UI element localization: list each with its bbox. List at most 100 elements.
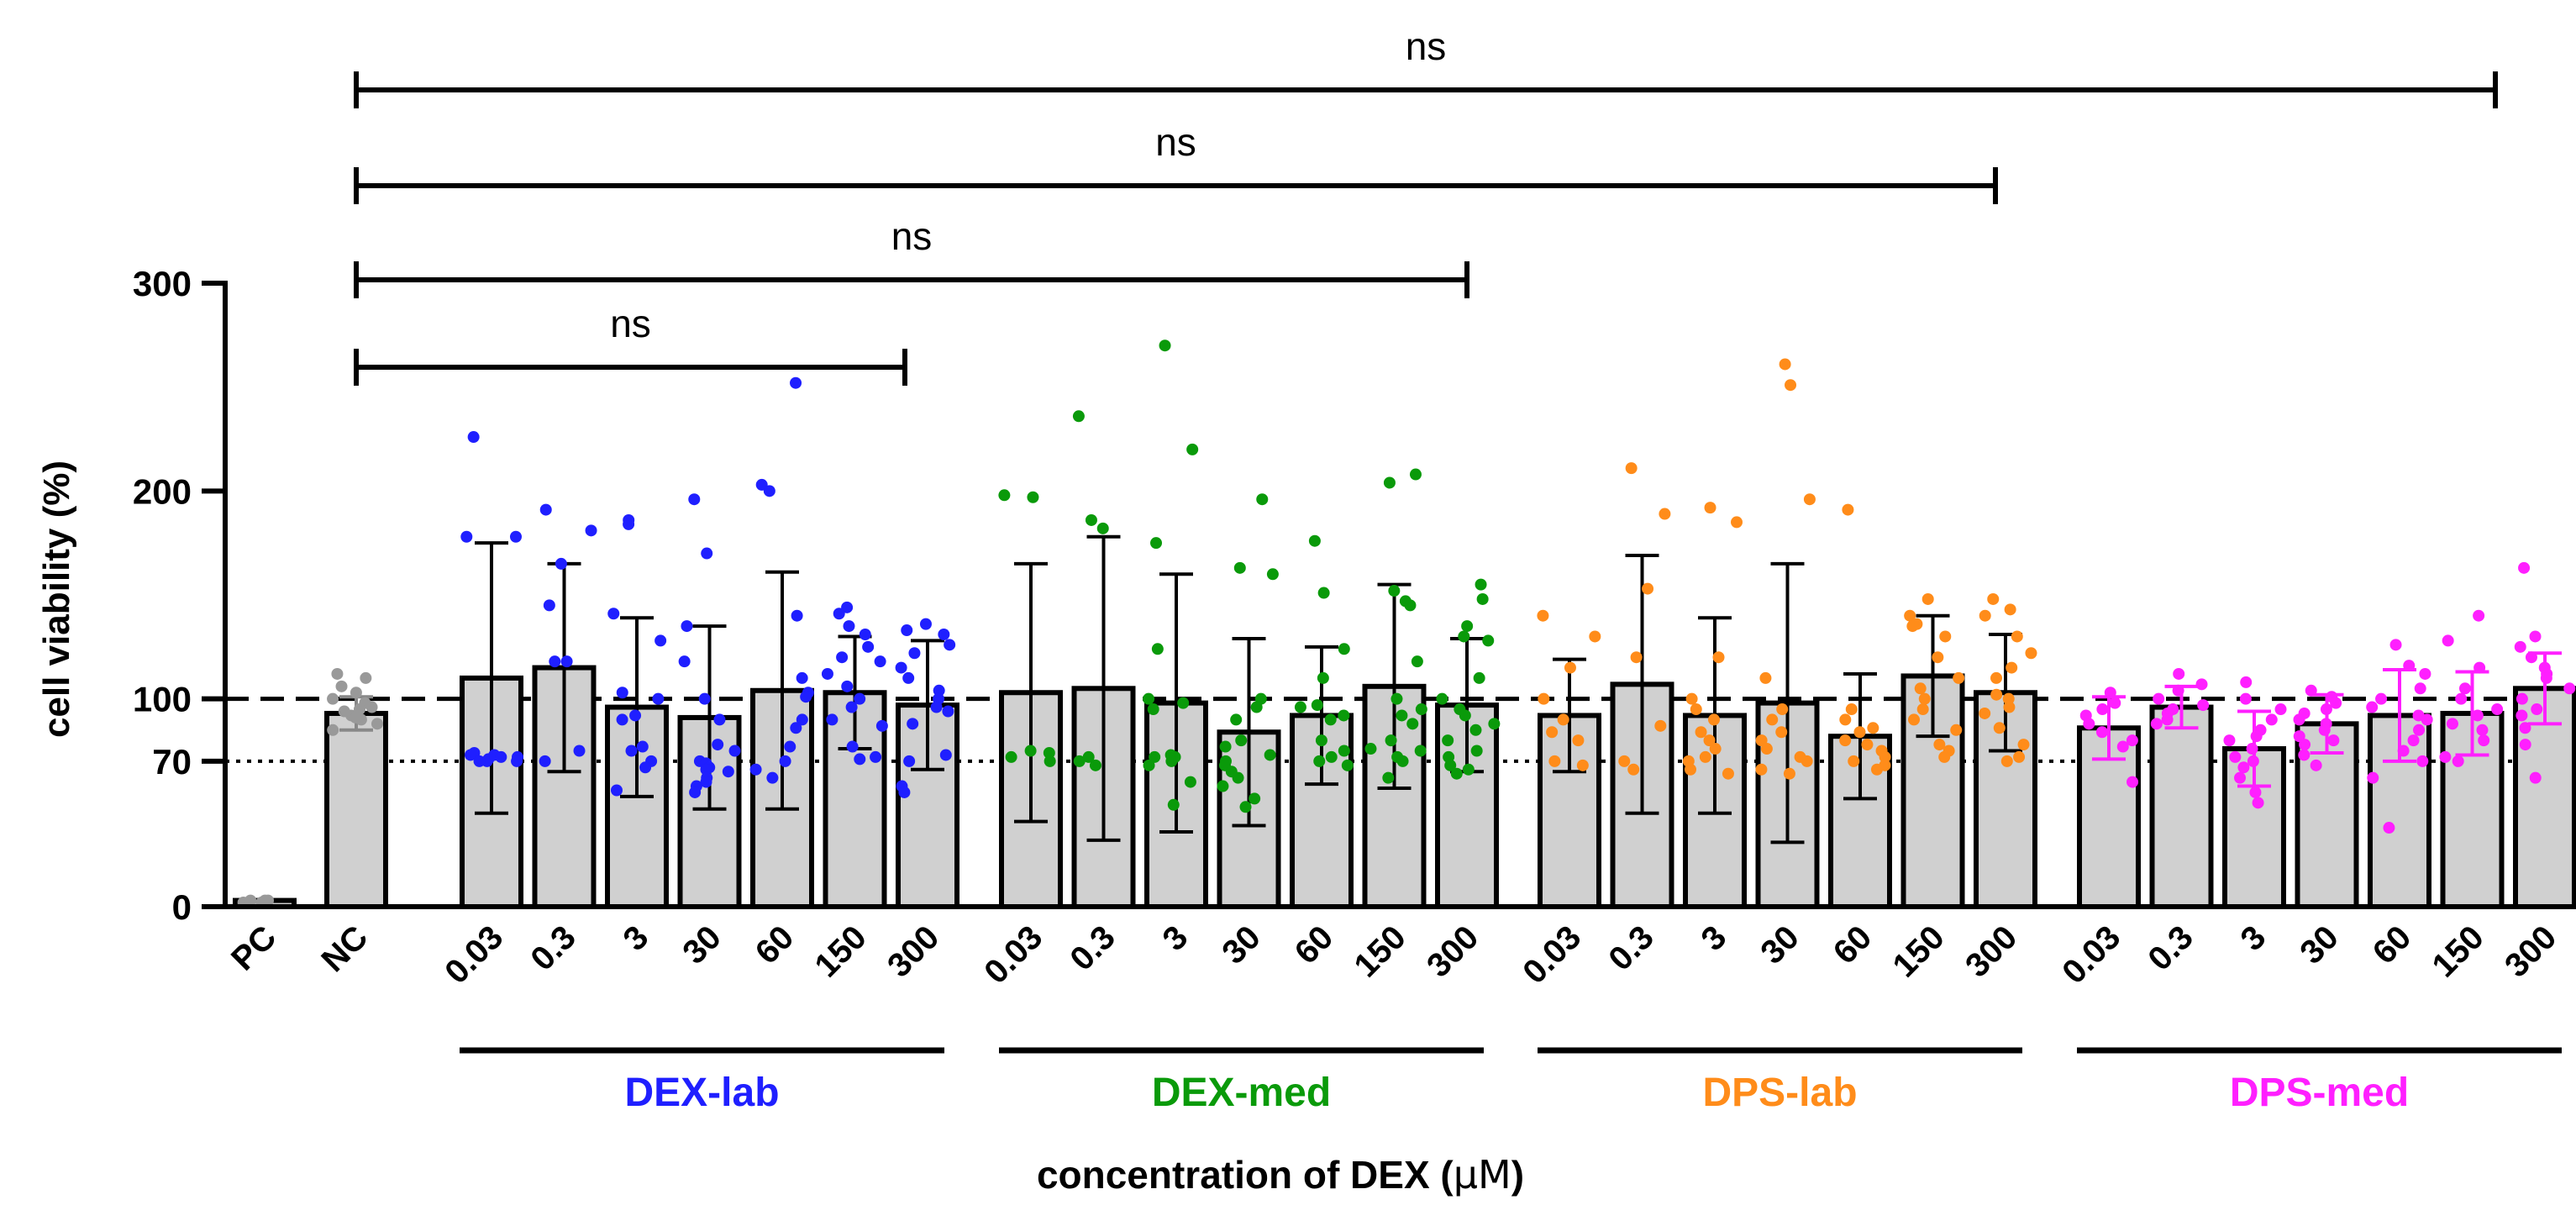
point-dex-lab-300-12 bbox=[939, 749, 952, 761]
point-dex-med-300-5 bbox=[1473, 671, 1485, 684]
point-dps-med-300-1 bbox=[2529, 630, 2542, 643]
bars-layer bbox=[233, 665, 2576, 910]
point-dex-med-30-15 bbox=[1239, 801, 1252, 813]
point-dps-med-0_3-4 bbox=[2197, 699, 2210, 712]
point-dps-med-0_03-7 bbox=[2116, 740, 2129, 753]
x-tick-label-dps-lab-150: 150 bbox=[1886, 918, 1952, 984]
point-dex-med-150-6 bbox=[1391, 692, 1403, 705]
point-dex-med-150-0 bbox=[1409, 468, 1422, 481]
x-tick-label-nc: NC bbox=[314, 918, 375, 979]
point-dex-lab-60-6 bbox=[800, 691, 812, 703]
point-dps-med-0_3-0 bbox=[2173, 667, 2185, 680]
point-dex-lab-30-0 bbox=[688, 493, 701, 506]
point-dex-med-60-10 bbox=[1325, 750, 1338, 763]
point-dex-lab-3-5 bbox=[652, 692, 665, 705]
point-dps-med-3-10 bbox=[2237, 761, 2250, 774]
point-dps-med-3-9 bbox=[2247, 755, 2259, 767]
point-dex-lab-0_3-5 bbox=[549, 655, 561, 668]
point-dex-med-3-13 bbox=[1167, 798, 1180, 811]
point-dps-lab-60-9 bbox=[1848, 755, 1860, 767]
x-tick-label-dps-med-60: 60 bbox=[2366, 918, 2419, 971]
point-dex-lab-60-2 bbox=[763, 485, 775, 497]
group-label-dps-lab: DPS-lab bbox=[1702, 1071, 1857, 1115]
point-dex-lab-3-7 bbox=[616, 713, 628, 726]
point-dex-lab-150-13 bbox=[846, 740, 859, 753]
bracket-label-1: ns bbox=[891, 214, 933, 258]
point-dps-lab-30-1 bbox=[1785, 379, 1797, 392]
point-dex-lab-30-7 bbox=[728, 745, 741, 757]
point-dex-med-300-4 bbox=[1482, 634, 1495, 647]
x-tick-label-dps-lab-0_03: 0.03 bbox=[1516, 918, 1588, 991]
point-dps-med-150-10 bbox=[2439, 750, 2452, 763]
point-dps-med-300-11 bbox=[2519, 722, 2531, 734]
point-dps-lab-30-10 bbox=[1801, 755, 1813, 767]
error-bars-layer bbox=[339, 534, 2562, 845]
x-axis-title-unit: μM bbox=[1454, 1152, 1511, 1197]
points-layer bbox=[237, 339, 2576, 909]
point-dex-med-3-5 bbox=[1177, 697, 1190, 709]
point-dex-lab-60-11 bbox=[749, 763, 762, 776]
point-dps-lab-30-2 bbox=[1803, 493, 1816, 506]
point-dex-med-300-0 bbox=[1475, 578, 1487, 591]
point-dps-med-300-9 bbox=[2531, 703, 2543, 716]
point-dex-med-30-1 bbox=[1233, 561, 1246, 574]
point-dex-lab-150-1 bbox=[833, 608, 845, 620]
point-dex-lab-3-4 bbox=[616, 687, 628, 699]
point-dex-lab-0_3-3 bbox=[543, 599, 555, 612]
point-dps-med-0_03-6 bbox=[2126, 734, 2138, 747]
point-dps-med-60-0 bbox=[2389, 639, 2402, 651]
point-dex-med-60-4 bbox=[1311, 699, 1323, 712]
point-dps-med-3-1 bbox=[2239, 692, 2252, 705]
point-dps-lab-300-7 bbox=[1990, 688, 2003, 701]
point-dps-med-300-6 bbox=[2540, 671, 2552, 684]
x-tick-label-dex-lab-3: 3 bbox=[617, 918, 656, 958]
point-dps-lab-150-1 bbox=[1904, 609, 1916, 622]
point-dps-lab-150-6 bbox=[1953, 671, 1965, 684]
point-nc-9 bbox=[335, 680, 348, 692]
point-dex-lab-0_03-10 bbox=[495, 750, 507, 763]
group-label-dps-med: DPS-med bbox=[2230, 1071, 2409, 1115]
x-tick-label-dex-med-30: 30 bbox=[1215, 918, 1268, 971]
bar-dps-med-0_3 bbox=[2149, 704, 2214, 909]
point-dex-med-150-8 bbox=[1396, 709, 1408, 722]
point-dps-lab-0_03-3 bbox=[1538, 692, 1550, 705]
point-dps-med-300-3 bbox=[2525, 651, 2537, 664]
point-dex-lab-3-9 bbox=[625, 745, 638, 757]
point-dex-med-0_03-1 bbox=[1027, 491, 1039, 503]
point-nc-7 bbox=[327, 692, 339, 705]
point-dex-med-30-4 bbox=[1250, 701, 1263, 713]
point-dex-lab-0_3-6 bbox=[539, 755, 551, 767]
point-dex-med-30-0 bbox=[1256, 493, 1269, 506]
point-dex-med-3-2 bbox=[1150, 537, 1163, 550]
point-dex-lab-30-2 bbox=[681, 620, 693, 633]
point-dex-lab-60-0 bbox=[790, 376, 802, 389]
x-tick-label-pc: PC bbox=[224, 918, 283, 977]
point-dps-med-3-12 bbox=[2249, 786, 2262, 798]
point-dex-med-0_03-5 bbox=[1024, 745, 1037, 757]
x-tick-label-dps-med-150: 150 bbox=[2426, 918, 2491, 984]
point-dps-med-60-12 bbox=[2367, 771, 2379, 784]
point-dex-med-300-11 bbox=[1442, 734, 1454, 747]
point-dps-lab-3-12 bbox=[1722, 767, 1734, 780]
point-dex-med-30-8 bbox=[1264, 749, 1276, 761]
point-dps-lab-150-10 bbox=[1908, 713, 1921, 726]
point-dps-lab-60-2 bbox=[1839, 713, 1852, 726]
point-dex-lab-300-6 bbox=[902, 671, 915, 684]
point-dps-lab-30-0 bbox=[1779, 358, 1791, 371]
point-dps-lab-3-2 bbox=[1712, 651, 1725, 664]
point-dps-med-150-9 bbox=[2478, 734, 2490, 747]
point-dps-med-150-3 bbox=[2458, 682, 2471, 695]
point-dex-lab-0_03-1 bbox=[460, 530, 473, 543]
point-dps-med-3-7 bbox=[2246, 743, 2258, 755]
point-dps-lab-60-4 bbox=[1853, 726, 1866, 739]
x-tick-label-dps-med-300: 300 bbox=[2498, 918, 2563, 984]
point-dps-med-60-8 bbox=[2412, 723, 2425, 736]
point-dps-lab-30-4 bbox=[1776, 703, 1789, 716]
point-dex-lab-60-9 bbox=[784, 740, 796, 753]
point-dex-med-150-10 bbox=[1385, 734, 1397, 747]
point-nc-8 bbox=[350, 687, 362, 699]
point-dps-med-150-0 bbox=[2473, 609, 2485, 622]
point-dex-med-300-14 bbox=[1444, 759, 1457, 771]
point-dex-lab-0_03-6 bbox=[511, 755, 523, 767]
point-dex-med-3-1 bbox=[1186, 443, 1199, 455]
